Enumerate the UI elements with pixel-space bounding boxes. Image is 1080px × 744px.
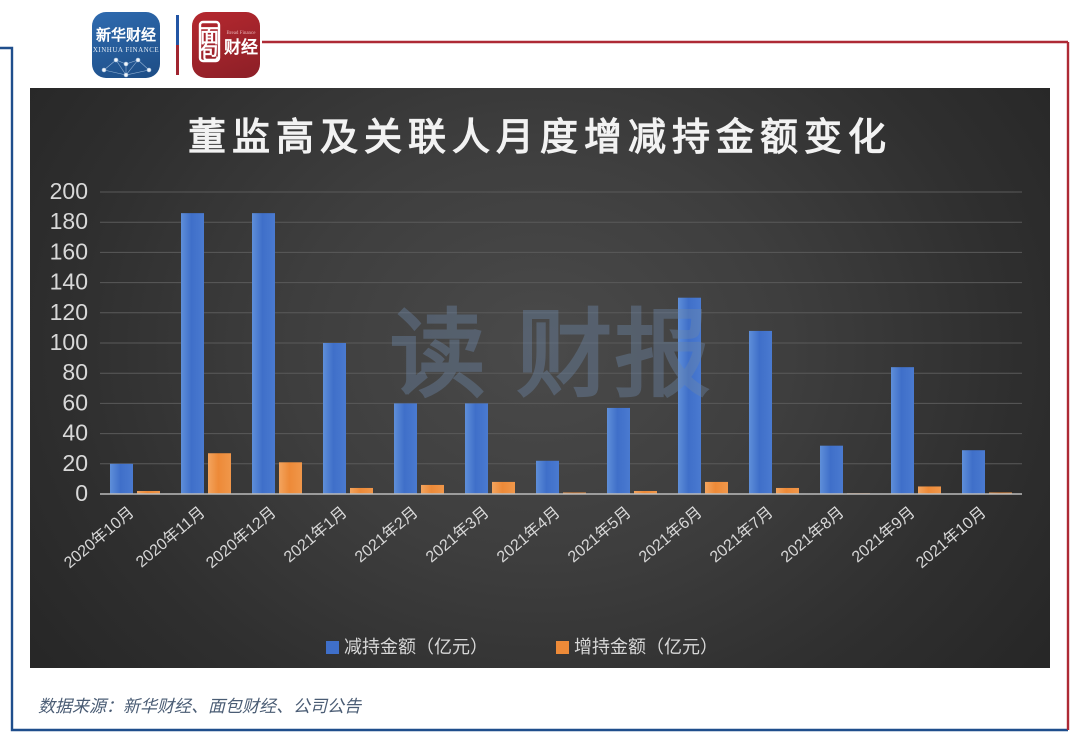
svg-text:20: 20 bbox=[62, 450, 88, 476]
svg-text:100: 100 bbox=[50, 329, 88, 355]
svg-text:2021年3月: 2021年3月 bbox=[422, 503, 492, 566]
svg-text:160: 160 bbox=[50, 238, 88, 264]
svg-text:减持金额（亿元）: 减持金额（亿元） bbox=[344, 637, 488, 657]
svg-text:2020年10月: 2020年10月 bbox=[61, 503, 138, 572]
svg-text:XINHUA FINANCE: XINHUA FINANCE bbox=[93, 46, 159, 54]
svg-text:140: 140 bbox=[50, 269, 88, 295]
svg-text:2021年5月: 2021年5月 bbox=[564, 503, 634, 566]
svg-text:60: 60 bbox=[62, 389, 88, 415]
svg-text:2021年6月: 2021年6月 bbox=[635, 503, 705, 566]
svg-text:2021年1月: 2021年1月 bbox=[280, 503, 350, 566]
svg-text:180: 180 bbox=[50, 208, 88, 234]
svg-text:200: 200 bbox=[50, 178, 88, 204]
svg-text:2021年4月: 2021年4月 bbox=[493, 503, 563, 566]
svg-text:80: 80 bbox=[62, 359, 88, 385]
svg-text:2021年7月: 2021年7月 bbox=[706, 503, 776, 566]
svg-text:2021年8月: 2021年8月 bbox=[777, 503, 847, 566]
svg-text:2020年12月: 2020年12月 bbox=[203, 503, 280, 572]
svg-text:Bread Finance: Bread Finance bbox=[226, 31, 256, 36]
svg-text:2020年11月: 2020年11月 bbox=[132, 503, 208, 571]
svg-text:新华财经: 新华财经 bbox=[96, 26, 156, 44]
svg-text:2021年10月: 2021年10月 bbox=[913, 503, 990, 572]
svg-text:40: 40 bbox=[62, 420, 88, 446]
svg-text:2021年9月: 2021年9月 bbox=[848, 503, 918, 566]
svg-text:读 财报: 读 财报 bbox=[390, 302, 713, 409]
svg-text:包: 包 bbox=[200, 41, 219, 64]
svg-text:财经: 财经 bbox=[223, 37, 258, 57]
svg-text:0: 0 bbox=[75, 480, 88, 506]
svg-text:120: 120 bbox=[50, 299, 88, 325]
svg-text:2021年2月: 2021年2月 bbox=[351, 503, 421, 566]
svg-text:增持金额（亿元）: 增持金额（亿元） bbox=[574, 637, 718, 657]
